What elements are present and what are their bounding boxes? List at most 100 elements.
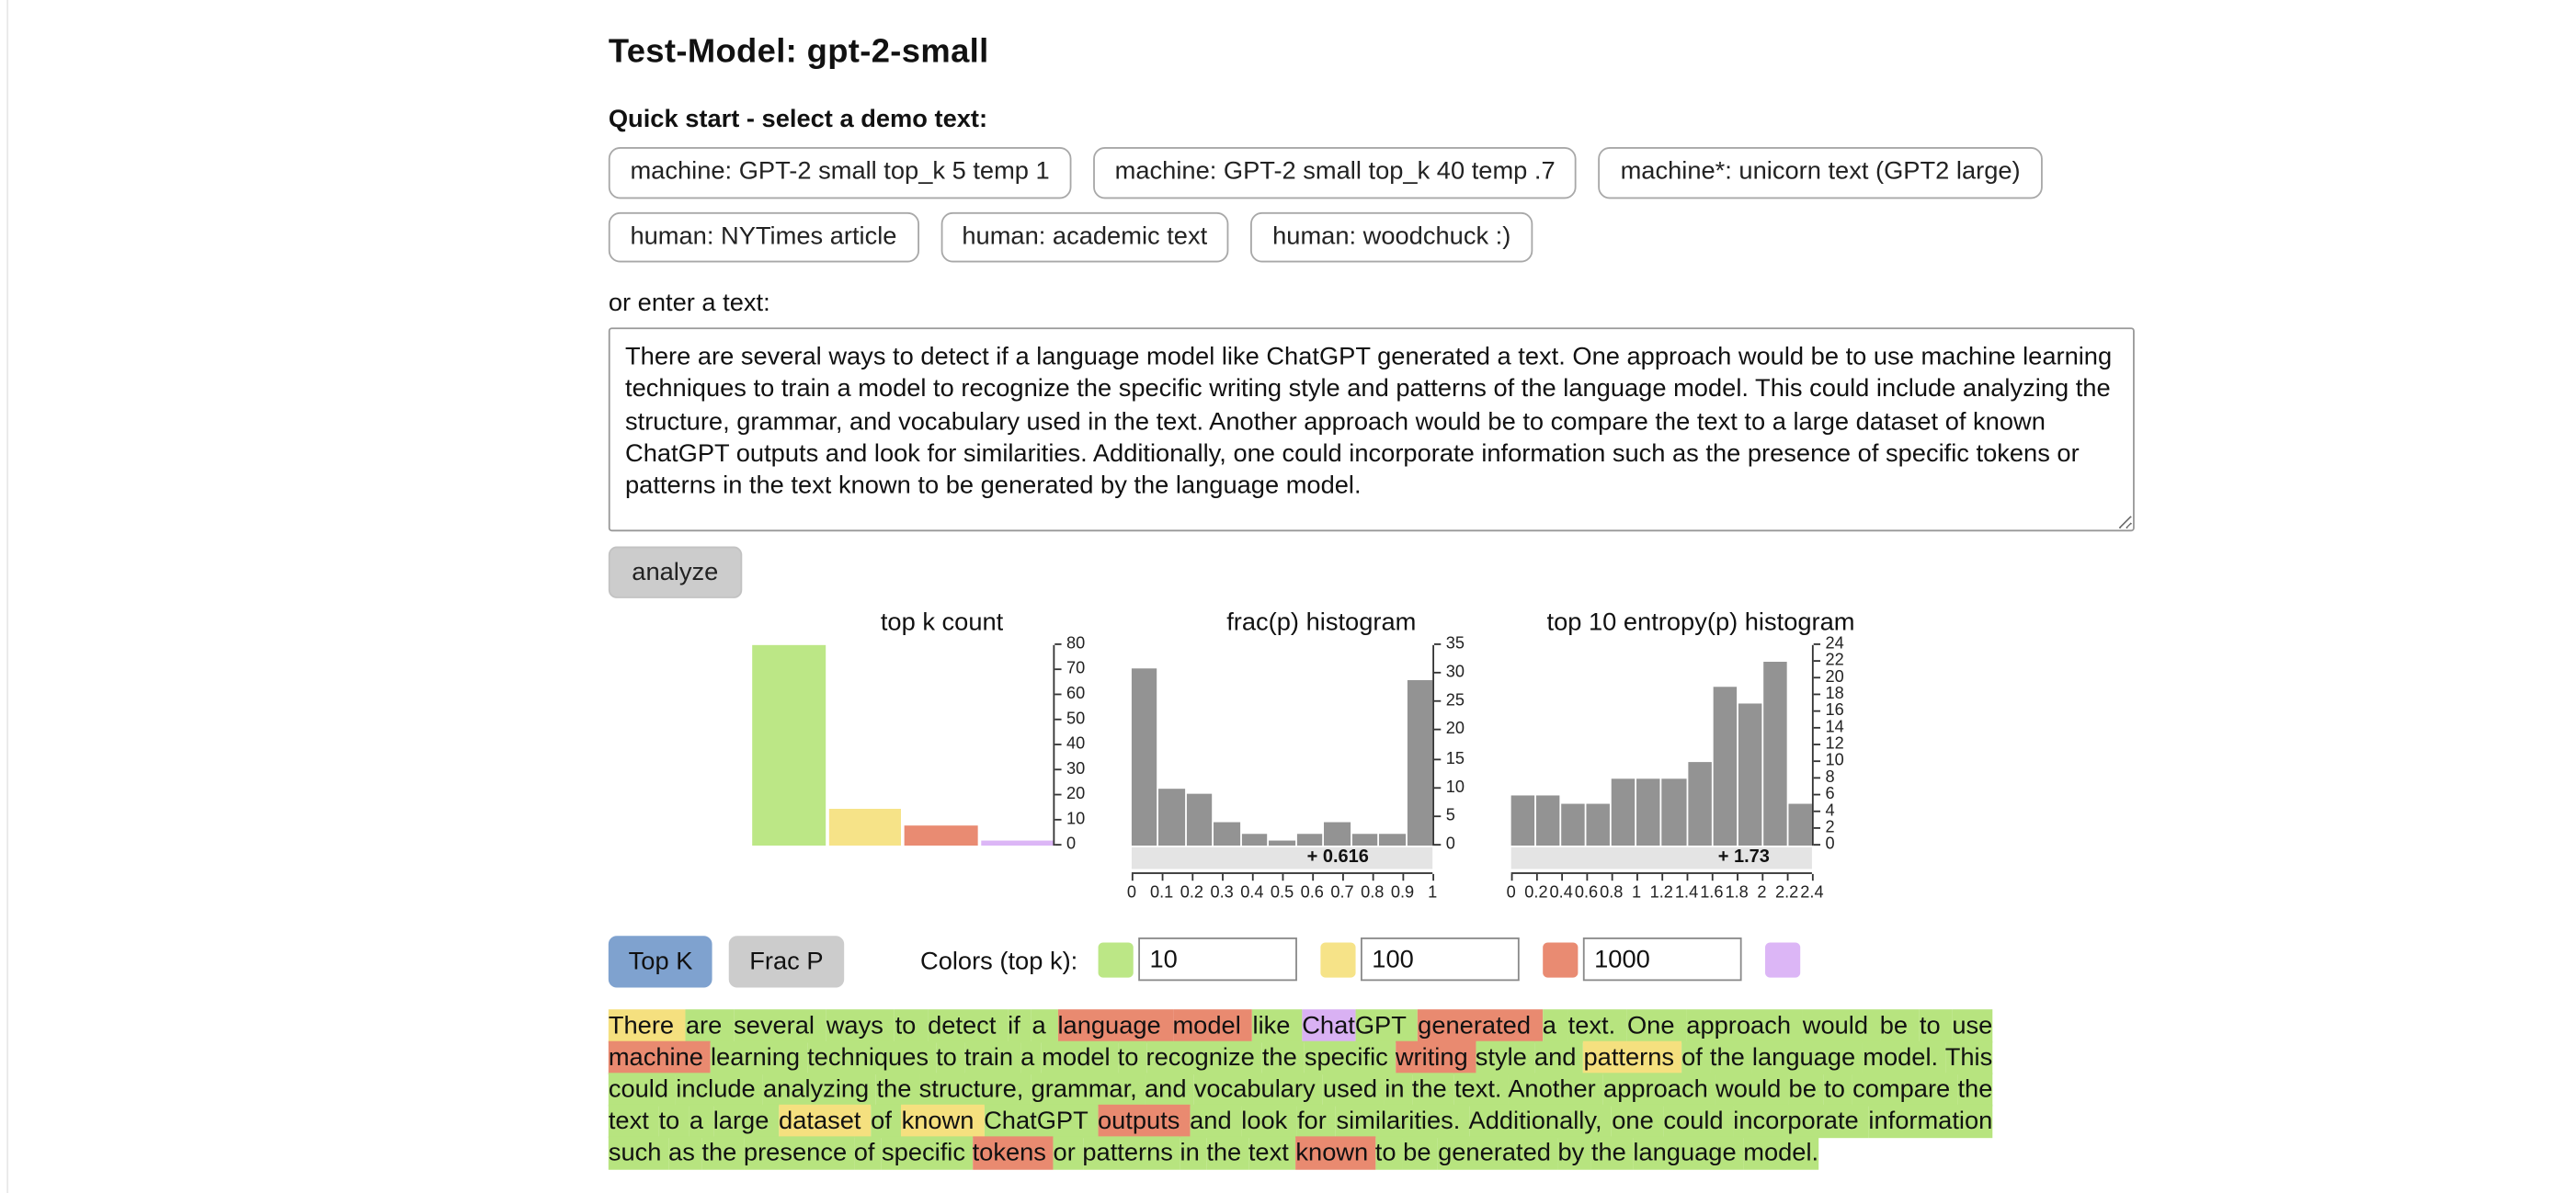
token[interactable]: or (1053, 1135, 1083, 1169)
demo-text-button[interactable]: human: woodchuck :) (1250, 211, 1533, 263)
token[interactable]: model (1172, 1008, 1253, 1042)
token[interactable]: large (712, 1103, 780, 1138)
token[interactable]: model (1042, 1040, 1118, 1074)
token[interactable]: a (1542, 1008, 1568, 1042)
token[interactable]: of (853, 1135, 883, 1169)
token[interactable]: use (1952, 1008, 1992, 1042)
analyze-button[interactable]: analyze (608, 546, 742, 598)
text-input[interactable]: There are several ways to detect if a la… (608, 327, 2135, 532)
demo-text-button[interactable]: human: NYTimes article (608, 211, 919, 263)
token[interactable]: generated (1438, 1135, 1558, 1169)
token[interactable]: to (895, 1008, 929, 1042)
token[interactable]: text. (1453, 1072, 1509, 1106)
token[interactable]: the (701, 1135, 744, 1169)
token[interactable]: tokens (972, 1135, 1054, 1169)
token[interactable]: to (1374, 1135, 1404, 1169)
token[interactable]: such (608, 1135, 669, 1169)
token[interactable]: patterns (1583, 1040, 1682, 1074)
token[interactable]: There (608, 1008, 686, 1042)
demo-text-button[interactable]: human: academic text (940, 211, 1229, 263)
token[interactable]: outputs (1097, 1103, 1191, 1138)
token[interactable]: ways (826, 1008, 895, 1042)
token[interactable]: include (676, 1072, 763, 1106)
token[interactable]: model. (1743, 1135, 1819, 1169)
token[interactable]: in (1385, 1072, 1412, 1106)
token[interactable]: of (1681, 1040, 1710, 1074)
token[interactable]: be (1403, 1135, 1439, 1169)
token[interactable]: structure, (918, 1072, 1032, 1106)
token[interactable]: used (1322, 1072, 1385, 1106)
token[interactable]: the (876, 1072, 919, 1106)
token[interactable]: the (1957, 1072, 1993, 1106)
token[interactable]: look (1241, 1103, 1297, 1138)
token[interactable]: writing (1395, 1040, 1476, 1074)
slider-handle[interactable]: + 0.616 (1306, 846, 1369, 868)
token[interactable]: known (1295, 1135, 1375, 1169)
token[interactable]: specific (882, 1135, 973, 1169)
token[interactable]: one (1612, 1103, 1664, 1138)
token[interactable]: like (1252, 1008, 1303, 1042)
token[interactable]: learning (710, 1040, 808, 1074)
token[interactable]: specific (1304, 1040, 1396, 1074)
token[interactable]: and (1145, 1072, 1194, 1106)
token[interactable]: are (685, 1008, 735, 1042)
token[interactable]: to (936, 1040, 964, 1074)
token[interactable]: GPT (1354, 1008, 1419, 1042)
token[interactable]: to (1919, 1008, 1953, 1042)
token[interactable]: analyzing (762, 1072, 877, 1106)
token[interactable]: train (963, 1040, 1021, 1074)
token[interactable]: in (1180, 1135, 1207, 1169)
token[interactable]: model. (1863, 1040, 1945, 1074)
token[interactable]: the (1261, 1040, 1305, 1074)
token[interactable]: be (1879, 1008, 1920, 1042)
token[interactable]: the (1709, 1040, 1752, 1074)
token[interactable]: text (608, 1103, 659, 1138)
token[interactable]: be (1788, 1072, 1825, 1106)
token[interactable]: as (668, 1135, 702, 1169)
token[interactable]: Chat (1302, 1008, 1355, 1042)
token[interactable]: language (1633, 1135, 1744, 1169)
token[interactable]: presence (743, 1135, 854, 1169)
token[interactable]: grammar, (1031, 1072, 1146, 1106)
token[interactable]: the (1411, 1072, 1454, 1106)
token[interactable]: if (1008, 1008, 1032, 1042)
token[interactable]: patterns (1082, 1135, 1180, 1169)
token[interactable]: to (1824, 1072, 1853, 1106)
threshold-input-top1000[interactable] (1582, 937, 1742, 982)
token[interactable]: for (1296, 1103, 1337, 1138)
token[interactable]: a (689, 1103, 713, 1138)
token[interactable]: and (1190, 1103, 1242, 1138)
token[interactable]: the (1590, 1135, 1634, 1169)
token[interactable]: to (1117, 1040, 1146, 1074)
threshold-input-top100[interactable] (1360, 937, 1520, 982)
token[interactable]: Additionally, (1468, 1103, 1613, 1138)
token[interactable]: to (658, 1103, 690, 1138)
token[interactable]: of (871, 1103, 902, 1138)
token[interactable]: the (1206, 1135, 1248, 1169)
token[interactable]: style (1475, 1040, 1534, 1074)
token[interactable]: This (1944, 1040, 1993, 1074)
topk-toggle-button[interactable]: Top K (608, 936, 713, 988)
threshold-slider[interactable]: + 0.616 (1131, 846, 1433, 869)
token[interactable]: techniques (807, 1040, 937, 1074)
threshold-slider[interactable]: + 1.73 (1510, 846, 1812, 869)
demo-text-button[interactable]: machine*: unicorn text (GPT2 large) (1598, 147, 2043, 199)
token[interactable]: recognize (1146, 1040, 1262, 1074)
token[interactable]: approach (1603, 1072, 1716, 1106)
demo-text-button[interactable]: machine: GPT-2 small top_k 40 temp .7 (1093, 147, 1578, 199)
token[interactable]: language (1752, 1040, 1864, 1074)
token[interactable]: detect (928, 1008, 1009, 1042)
token[interactable]: ChatGPT (984, 1103, 1098, 1138)
token[interactable]: similarities. (1336, 1103, 1469, 1138)
token[interactable]: compare (1852, 1072, 1958, 1106)
token[interactable]: by (1557, 1135, 1591, 1169)
token[interactable]: could (1663, 1103, 1734, 1138)
token[interactable]: text (1248, 1135, 1296, 1169)
token[interactable]: vocabulary (1193, 1072, 1323, 1106)
token[interactable]: and (1533, 1040, 1584, 1074)
slider-handle[interactable]: + 1.73 (1717, 846, 1770, 868)
demo-text-button[interactable]: machine: GPT-2 small top_k 5 temp 1 (608, 147, 1072, 199)
token[interactable]: machine (608, 1040, 711, 1074)
threshold-input-top10[interactable] (1137, 937, 1297, 982)
token[interactable]: Another (1508, 1072, 1604, 1106)
